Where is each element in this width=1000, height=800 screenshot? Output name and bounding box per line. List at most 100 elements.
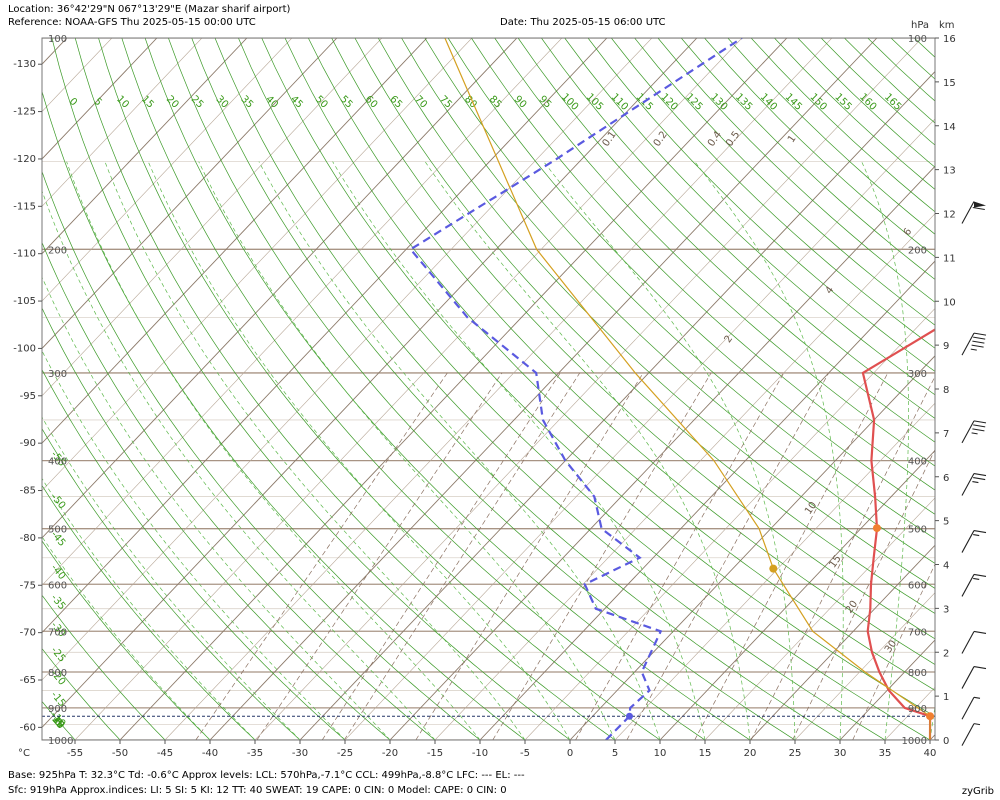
dry-adiabat-line xyxy=(284,38,935,691)
dry-adiabat-line xyxy=(168,38,796,740)
km-tick-label: 6 xyxy=(943,473,949,484)
isotherm-line xyxy=(569,355,935,740)
moist-adiabat-label: 5 xyxy=(52,717,65,729)
x-axis-unit: °C xyxy=(18,748,30,759)
x-tick-label: -20 xyxy=(382,748,398,759)
km-tick-label: 8 xyxy=(943,385,949,396)
dry-adiabat-line xyxy=(587,38,935,372)
location-label: Location: 36°42'29"N 067°13'29"E (Mazar … xyxy=(8,4,291,15)
dry-adiabat-label: 10 xyxy=(114,94,131,111)
dry-adiabat-line xyxy=(121,38,706,740)
moist-adiabat-line xyxy=(104,161,526,740)
dry-adiabat-line xyxy=(42,594,166,740)
isotherm-line xyxy=(42,38,158,160)
x-tick-label: 20 xyxy=(744,748,757,759)
dry-adiabat-line xyxy=(494,38,935,467)
dry-adiabat-line xyxy=(307,38,935,665)
mixing-ratio-line xyxy=(195,372,448,740)
pressure-label-right: 600 xyxy=(908,580,927,591)
wind-barb xyxy=(961,723,981,746)
lcl-marker xyxy=(769,564,778,573)
pressure-label-right: 500 xyxy=(908,525,927,536)
mixing-ratio-label: 0.5 xyxy=(724,129,742,148)
dry-adiabat-line xyxy=(447,38,935,515)
mixing-ratio-label: 1 xyxy=(786,133,799,145)
moist-adiabat-line xyxy=(42,536,211,740)
dry-adiabat-line xyxy=(634,38,935,326)
isotherm-line xyxy=(929,734,935,740)
isotherm-line xyxy=(0,38,22,740)
x-tick-label: 35 xyxy=(879,748,892,759)
dry-adiabat-label: 60 xyxy=(363,94,380,111)
dry-adiabat-line xyxy=(401,38,935,564)
km-tick-label: 16 xyxy=(943,34,956,45)
dry-adiabat-label: 130 xyxy=(708,92,729,113)
pressure-label-right: 400 xyxy=(908,457,927,468)
dry-adiabat-label: 155 xyxy=(832,92,853,113)
dry-adiabat-line xyxy=(42,307,391,740)
mixing-ratio-label: 0.4 xyxy=(706,129,724,148)
isotherm-line xyxy=(42,38,518,539)
mixing-ratio-label: 2 xyxy=(723,334,736,346)
isotherm-line xyxy=(254,38,923,740)
moist-adiabat-line xyxy=(42,477,256,740)
isotherm-line xyxy=(42,38,608,634)
pressure-label-right: 900 xyxy=(908,704,927,715)
isotherm-line xyxy=(975,38,1000,740)
dry-adiabat-label: 145 xyxy=(783,92,804,113)
moist-adiabat-line xyxy=(42,416,301,740)
wind-barb xyxy=(961,420,987,444)
isotherm-line xyxy=(794,592,935,740)
left-tick-label: -120 xyxy=(13,154,36,165)
pressure-label-left: 900 xyxy=(48,704,67,715)
pressure-label-right: 100 xyxy=(908,34,927,45)
km-tick-label: 1 xyxy=(943,692,949,703)
left-tick-label: -100 xyxy=(13,343,36,354)
isotherm-line xyxy=(659,449,935,740)
left-tick-label: -125 xyxy=(13,107,36,118)
km-tick-label: 12 xyxy=(943,210,956,221)
dry-adiabat-line xyxy=(144,38,751,740)
dry-adiabat-line xyxy=(98,38,661,740)
pressure-label-right: 1000 xyxy=(902,736,927,747)
moist-adiabat-line xyxy=(198,161,616,740)
km-tick-label: 2 xyxy=(943,648,949,659)
dry-adiabat-line xyxy=(541,38,935,419)
mixing-ratio-label: 6 xyxy=(902,226,915,238)
isotherm-line xyxy=(42,38,428,444)
left-tick-label: -95 xyxy=(20,391,36,402)
pressure-label-left: 500 xyxy=(48,525,67,536)
dry-adiabat-label: 105 xyxy=(584,92,605,113)
left-tick-label: -80 xyxy=(20,533,36,544)
isotherm-line xyxy=(209,38,878,740)
mixing-ratio-label: 15 xyxy=(827,553,843,570)
moist-adiabat-line xyxy=(332,161,706,740)
km-tick-label: 5 xyxy=(943,517,949,528)
pressure-label-right: 300 xyxy=(908,369,927,380)
moist-adiabat-line xyxy=(42,276,391,740)
moist-adiabat-line xyxy=(42,189,436,740)
dry-adiabat-label: 75 xyxy=(437,94,454,111)
series-parcel-line xyxy=(444,38,931,740)
x-tick-label: -10 xyxy=(472,748,488,759)
dry-adiabat-label: 45 xyxy=(288,94,305,111)
dry-adiabat-line xyxy=(191,38,841,740)
left-tick-label: -70 xyxy=(20,628,36,639)
dry-adiabat-label: 65 xyxy=(387,94,404,111)
mixing-ratio-label: 4 xyxy=(824,285,837,297)
dry-adiabat-line xyxy=(564,38,935,396)
dry-adiabat-line xyxy=(704,38,935,258)
dry-adiabat-label: 55 xyxy=(338,94,355,111)
wind-barb xyxy=(961,630,987,654)
wind-barb xyxy=(961,666,987,689)
isotherm-line xyxy=(42,38,473,491)
mixing-ratio-line xyxy=(343,372,581,740)
pressure-label-left: 600 xyxy=(48,580,67,591)
dry-adiabat-line xyxy=(471,38,935,491)
footer-indices: Sfc: 919hPa Approx.indices: LI: 5 SI: 5 … xyxy=(8,785,507,796)
dry-adiabat-line xyxy=(42,241,436,740)
wind-barb xyxy=(961,332,987,356)
dry-adiabat-label: 140 xyxy=(758,92,779,113)
reference-label: Reference: NOAA-GFS Thu 2025-05-15 00:00… xyxy=(8,17,256,28)
left-tick-label: -85 xyxy=(20,486,36,497)
